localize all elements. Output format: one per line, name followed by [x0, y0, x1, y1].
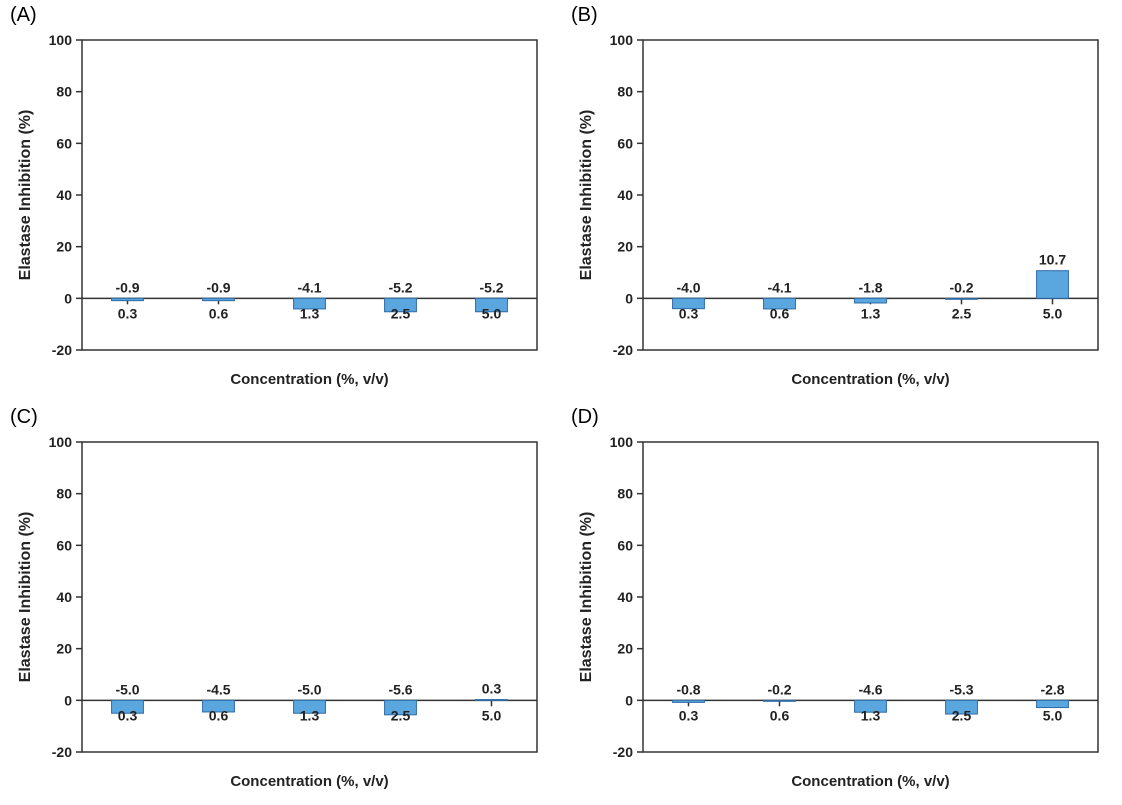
category-label: 0.6	[770, 305, 790, 321]
bar-value-label: -5.2	[388, 279, 412, 295]
svg-text:0: 0	[64, 692, 72, 708]
category-label: 2.5	[391, 707, 411, 723]
bar-value-label: -2.8	[1040, 681, 1064, 697]
panel-D: (D) -20 0 20 40 60 80 100 -0.8 -0.2 -4.6 -5.3 -2.8 0…	[561, 402, 1122, 804]
svg-text:20: 20	[56, 239, 72, 255]
chart-A: -20 0 20 40 60 80 100 -0.9 -0.9 -4.1 -5.2 -5.2 0.3 0.…	[10, 30, 551, 398]
svg-text:60: 60	[56, 537, 72, 553]
category-label: 5.0	[482, 305, 502, 321]
svg-text:20: 20	[56, 641, 72, 657]
category-label: 0.6	[209, 707, 229, 723]
x-axis-label: Concentration (%, v/v)	[230, 371, 388, 388]
category-label: 2.5	[952, 305, 972, 321]
bar	[855, 298, 887, 303]
svg-text:80: 80	[617, 486, 633, 502]
bar-value-label: -4.0	[676, 279, 700, 295]
category-label: 5.0	[1043, 707, 1063, 723]
svg-text:0: 0	[64, 290, 72, 306]
bar	[112, 298, 144, 300]
category-label: 2.5	[391, 305, 411, 321]
y-axis-label: Elastase Inhibition (%)	[17, 110, 34, 281]
svg-text:0: 0	[625, 290, 633, 306]
bar-value-label: -0.9	[206, 279, 230, 295]
bar	[764, 700, 796, 701]
bar	[673, 700, 705, 702]
category-label: 1.3	[861, 707, 881, 723]
panel-label-A: (A)	[10, 4, 37, 27]
bar-value-label: -5.6	[388, 681, 412, 697]
chart-C: -20 0 20 40 60 80 100 -5.0 -4.5 -5.0 -5.6 0.3 0.3 0.6…	[10, 432, 551, 800]
svg-text:-20: -20	[613, 342, 633, 358]
bar	[1037, 271, 1069, 299]
panel-label-B: (B)	[571, 4, 598, 27]
bar-value-label: -5.0	[297, 681, 321, 697]
svg-text:100: 100	[49, 32, 73, 48]
svg-text:0: 0	[625, 692, 633, 708]
svg-text:40: 40	[56, 589, 72, 605]
bar	[946, 298, 978, 299]
category-label: 1.3	[861, 305, 881, 321]
svg-text:40: 40	[617, 187, 633, 203]
x-axis-label: Concentration (%, v/v)	[791, 371, 949, 388]
bar-value-label: 10.7	[1039, 252, 1066, 268]
svg-text:60: 60	[617, 135, 633, 151]
chart-grid: (A) -20 0 20 40 60 80 100 -0.9 -0.9 -4.1 -5.2 -5.2 0…	[0, 0, 1122, 804]
svg-text:40: 40	[56, 187, 72, 203]
category-label: 1.3	[300, 305, 320, 321]
category-label: 5.0	[1043, 305, 1063, 321]
svg-text:100: 100	[610, 32, 634, 48]
svg-text:80: 80	[56, 486, 72, 502]
bar	[476, 700, 508, 701]
bar-value-label: -4.1	[297, 279, 321, 295]
svg-text:-20: -20	[52, 342, 72, 358]
bar-value-label: -4.6	[858, 681, 882, 697]
category-label: 0.6	[209, 305, 229, 321]
svg-text:100: 100	[610, 434, 634, 450]
x-axis-label: Concentration (%, v/v)	[230, 773, 388, 790]
svg-text:60: 60	[56, 135, 72, 151]
y-axis-label: Elastase Inhibition (%)	[578, 110, 595, 281]
category-label: 1.3	[300, 707, 320, 723]
bar-value-label: -4.5	[206, 681, 230, 697]
svg-text:40: 40	[617, 589, 633, 605]
category-label: 2.5	[952, 707, 972, 723]
panel-B: (B) -20 0 20 40 60 80 100 -4.0 -4.1 -1.8 -0.2 10.7 0…	[561, 0, 1122, 402]
category-label: 0.3	[679, 305, 699, 321]
svg-text:80: 80	[56, 84, 72, 100]
bar-value-label: -1.8	[858, 279, 882, 295]
svg-text:100: 100	[49, 434, 73, 450]
panel-C: (C) -20 0 20 40 60 80 100 -5.0 -4.5 -5.0 -5.6 0.3 0.…	[0, 402, 561, 804]
svg-text:80: 80	[617, 84, 633, 100]
bar-value-label: -5.0	[115, 681, 139, 697]
svg-text:-20: -20	[613, 744, 633, 760]
chart-B: -20 0 20 40 60 80 100 -4.0 -4.1 -1.8 -0.2 10.7 0.3 0.…	[571, 30, 1112, 398]
bar-value-label: -0.2	[767, 681, 791, 697]
svg-text:20: 20	[617, 239, 633, 255]
category-label: 5.0	[482, 707, 502, 723]
svg-text:20: 20	[617, 641, 633, 657]
panel-A: (A) -20 0 20 40 60 80 100 -0.9 -0.9 -4.1 -5.2 -5.2 0…	[0, 0, 561, 402]
category-label: 0.3	[679, 707, 699, 723]
panel-label-D: (D)	[571, 406, 599, 429]
category-label: 0.6	[770, 707, 790, 723]
category-label: 0.3	[118, 707, 138, 723]
svg-text:60: 60	[617, 537, 633, 553]
bar-value-label: -4.1	[767, 279, 791, 295]
svg-text:-20: -20	[52, 744, 72, 760]
bar-value-label: -0.2	[949, 279, 973, 295]
bar	[203, 298, 235, 300]
bar-value-label: -5.2	[479, 279, 503, 295]
bar-value-label: -0.9	[115, 279, 139, 295]
bar-value-label: 0.3	[482, 681, 502, 697]
x-axis-label: Concentration (%, v/v)	[791, 773, 949, 790]
bar-value-label: -0.8	[676, 681, 700, 697]
y-axis-label: Elastase Inhibition (%)	[578, 512, 595, 683]
chart-D: -20 0 20 40 60 80 100 -0.8 -0.2 -4.6 -5.3 -2.8 0.3 0.…	[571, 432, 1112, 800]
category-label: 0.3	[118, 305, 138, 321]
bar-value-label: -5.3	[949, 681, 973, 697]
panel-label-C: (C)	[10, 406, 38, 429]
y-axis-label: Elastase Inhibition (%)	[17, 512, 34, 683]
